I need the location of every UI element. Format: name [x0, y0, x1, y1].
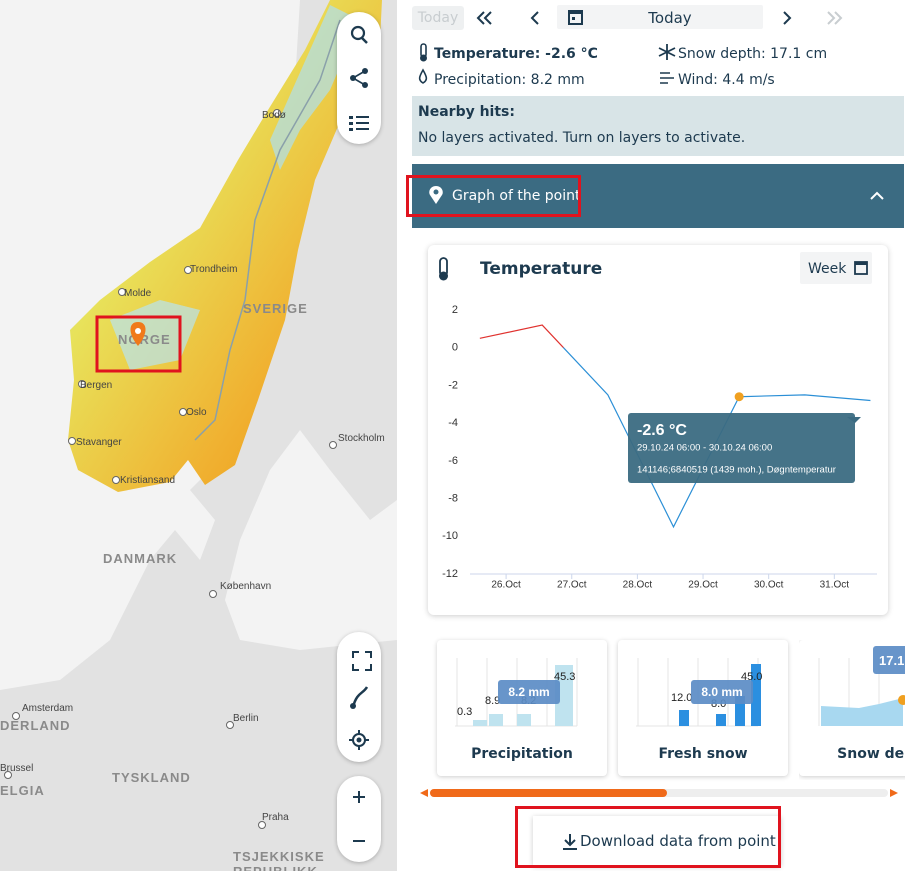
tooltip-arrow: [847, 417, 861, 423]
map-label: Bodø: [262, 110, 286, 121]
nearby-text: No layers activated. Turn on layers to a…: [418, 130, 746, 146]
period-label: Week: [808, 261, 847, 277]
y-tick-label: -6: [448, 455, 458, 467]
map-label: København: [220, 581, 271, 592]
y-tick-label: -12: [442, 568, 458, 580]
map-label: Berlin: [233, 713, 259, 724]
tooltip-box: [628, 413, 855, 483]
tooltip-value: -2.6 °C: [637, 422, 687, 439]
map-label: DANMARK: [103, 551, 177, 566]
y-tick-label: -10: [442, 530, 458, 542]
map-label: Stavanger: [76, 437, 122, 448]
summary-icons: [418, 43, 676, 84]
map-label: Praha: [262, 812, 289, 823]
summary-snow-depth: Snow depth: 17.1 cm: [678, 46, 828, 62]
chart: Temperature Week 2 0 -2 -4 -6 -8 -10 -12 26.Oct 2…: [439, 252, 877, 591]
map-controls: [337, 632, 381, 762]
card-title: Precipitation: [471, 746, 573, 762]
fresh-snow-card[interactable]: 12.0 8.0 45.0 8.0 mm Fresh snow: [618, 640, 788, 776]
highlight-point: [734, 392, 744, 402]
map-label: Molde: [124, 288, 152, 299]
x-tick-label: 28.Oct: [623, 580, 653, 591]
y-tick-label: -4: [448, 417, 458, 429]
y-tick-label: -2: [448, 379, 458, 391]
summary-precipitation: Precipitation: 8.2 mm: [434, 72, 585, 88]
map-label: DERLAND: [0, 718, 71, 733]
scrollbar[interactable]: [418, 786, 900, 800]
x-tick-label: 27.Oct: [557, 580, 587, 591]
map-tools: [337, 12, 381, 144]
chart-title: Temperature: [480, 259, 602, 279]
map-label: TSJEKKISKE: [233, 849, 325, 864]
map-label: Amsterdam: [22, 703, 73, 714]
map-label: Kristiansand: [120, 475, 175, 486]
map: Bodø Trondheim Molde NORGE SVERIGE Berge…: [0, 0, 397, 871]
map-label: Stockholm: [338, 433, 385, 444]
x-tick-label: 29.Oct: [688, 580, 718, 591]
date-navigation: [476, 5, 843, 29]
tooltip-period: 29.10.24 06:00 - 30.10.24 06:00: [637, 443, 772, 454]
map-label: NORGE: [118, 332, 171, 347]
section-header[interactable]: [412, 164, 904, 228]
map-label: Oslo: [186, 407, 207, 418]
summary-wind: Wind: 4.4 m/s: [678, 72, 775, 88]
date-field[interactable]: Today: [648, 9, 692, 27]
card-tooltip: 8.0 mm: [701, 685, 742, 699]
x-tick-label: 26.Oct: [491, 580, 521, 591]
precipitation-card[interactable]: 0.3 8.9 8.2 45.3 8.2 mm Precipitation: [437, 640, 607, 776]
bar-label: 0.3: [457, 706, 472, 718]
download-label: Download data from point: [580, 832, 776, 850]
snow-depth-card[interactable]: 17.1 Snow depth: [799, 640, 905, 776]
x-tick-label: 30.Oct: [754, 580, 784, 591]
bar-label: 8.9: [485, 695, 500, 707]
today-button[interactable]: Today: [412, 6, 464, 30]
tooltip-location: 141146;6840519 (1439 moh.), Døgntemperat…: [637, 465, 836, 476]
map-label: Brussel: [0, 763, 33, 774]
card-tooltip: 17.1: [879, 653, 904, 668]
section-title: Graph of the point: [452, 188, 581, 204]
nearby-box: [412, 96, 904, 156]
y-tick-label: -8: [448, 492, 458, 504]
bar-label: 12.0: [671, 692, 692, 704]
bar-label: 45.3: [554, 671, 575, 683]
map-label: TYSKLAND: [112, 770, 191, 785]
card-title: Fresh snow: [658, 746, 748, 762]
map-label: Trondheim: [190, 264, 237, 275]
map-label: SVERIGE: [243, 301, 308, 316]
map-label: Bergen: [80, 380, 112, 391]
card-tooltip: 8.2 mm: [508, 685, 549, 699]
map-label: ELGIA: [0, 783, 45, 798]
nearby-title: Nearby hits:: [418, 104, 515, 120]
zoom-controls: [337, 776, 381, 862]
card-title: Snow depth: [837, 746, 905, 762]
y-tick-label: 2: [452, 304, 458, 316]
map-label: REPUBLIKK: [233, 864, 318, 871]
y-tick-label: 0: [452, 342, 458, 354]
summary-temperature: Temperature: -2.6 °C: [434, 46, 598, 62]
chart-card: Temperature Week 2 0 -2 -4 -6 -8 -10 -12 26.Oct 2…: [428, 245, 888, 615]
x-tick-label: 31.Oct: [820, 580, 850, 591]
temperature-line: [479, 324, 871, 529]
period-button[interactable]: [800, 252, 872, 284]
